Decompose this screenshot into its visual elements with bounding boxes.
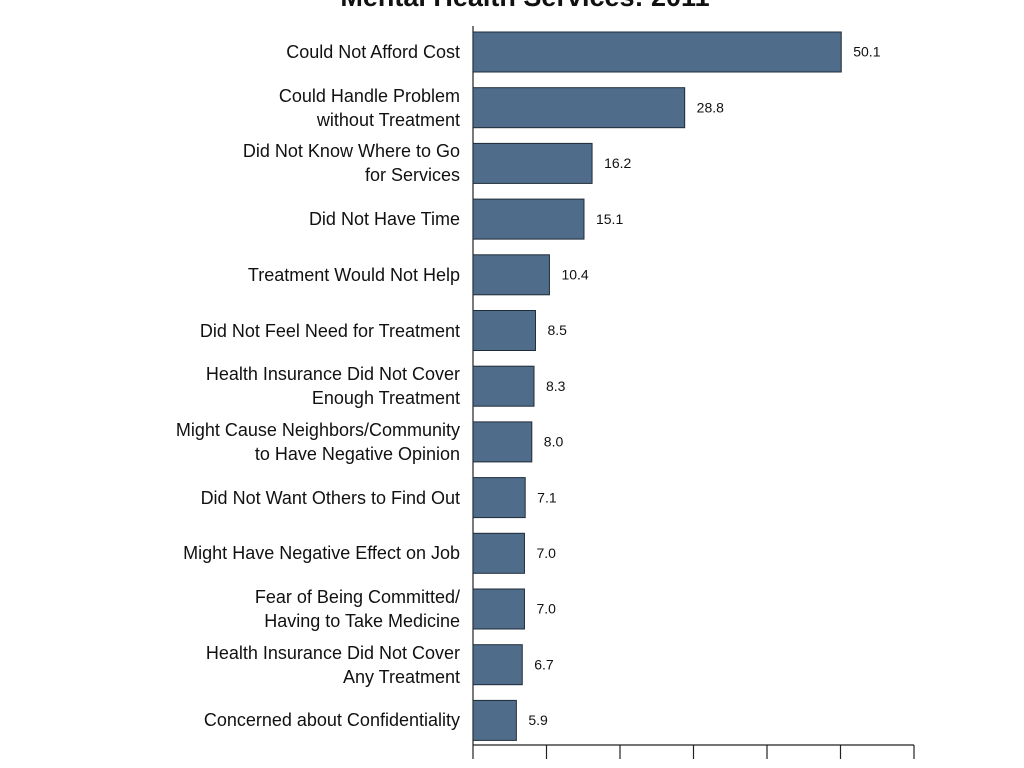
category-label: Did Not Want Others to Find Out <box>200 487 460 508</box>
bar <box>472 699 517 741</box>
value-label: 8.0 <box>544 434 564 450</box>
category-label: Did Not Have Time <box>308 209 460 230</box>
chart-title: Mental Health Services: 2011 <box>340 0 709 12</box>
value-label: 8.5 <box>547 322 567 338</box>
category-label: Did Not Feel Need for Treatment <box>199 320 460 341</box>
value-label: 6.7 <box>534 656 554 672</box>
category-label: Health Insurance Did Not Cover Any Treat… <box>205 642 460 687</box>
bar <box>472 588 525 630</box>
bar <box>472 31 842 73</box>
category-label: Health Insurance Did Not Cover Enough Tr… <box>205 364 460 409</box>
bar <box>472 142 593 184</box>
value-label: 7.0 <box>536 545 556 561</box>
bar <box>472 310 536 351</box>
bar <box>472 365 535 407</box>
category-label: Did Not Know Where to Go for Services <box>242 141 460 186</box>
bar <box>472 644 523 686</box>
bar <box>472 421 533 463</box>
value-label: 5.9 <box>528 712 548 728</box>
value-label: 16.2 <box>604 155 631 171</box>
category-label: Could Not Afford Cost <box>286 42 460 62</box>
bar <box>472 477 526 519</box>
category-label: Concerned about Confidentiality <box>203 710 460 731</box>
bar <box>472 532 525 574</box>
value-label: 7.0 <box>536 601 556 617</box>
value-label: 7.1 <box>537 489 557 505</box>
bar <box>472 198 585 240</box>
category-label: Might Have Negative Effect on Job <box>183 543 460 564</box>
value-label: 50.1 <box>853 44 880 60</box>
value-label: 10.4 <box>561 267 588 283</box>
category-label: Treatment Would Not Help <box>247 264 460 285</box>
category-label: Could Handle Problem without Treatment <box>278 85 460 130</box>
bar <box>472 254 550 296</box>
value-label: 15.1 <box>596 211 623 227</box>
bar <box>472 87 686 129</box>
value-label: 8.3 <box>546 378 566 394</box>
category-label: Fear of Being Committed/ Having to Take … <box>254 587 460 631</box>
category-label: Might Cause Neighbors/Community to Have … <box>175 419 460 464</box>
value-label: 28.8 <box>697 99 724 115</box>
